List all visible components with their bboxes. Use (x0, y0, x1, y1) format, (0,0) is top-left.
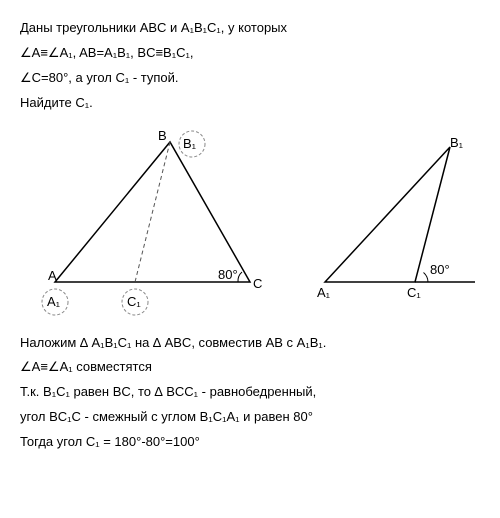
vertex-c1: C₁ (127, 294, 141, 309)
solution-line-2: ∠A≡∠A₁ совместятся (20, 359, 480, 376)
solution-line-1: Наложим ∆ A₁B₁C₁ на ∆ ABC, совместив AB … (20, 335, 480, 352)
solution-line-4: угол BC₁C - смежный с углом B₁C₁A₁ и рав… (20, 409, 480, 426)
angle-c1-label: 80° (430, 262, 450, 277)
solution-line-3: Т.к. B₁C₁ равен BC, то ∆ BCC₁ - равнобед… (20, 384, 480, 401)
geometry-diagram: 80° A B C A₁ B₁ C₁ 80° A₁ B₁ C₁ (20, 122, 480, 322)
solution-line-5: Тогда угол C₁ = 180°-80°=100° (20, 434, 480, 451)
problem-line-3: ∠C=80°, а угол C₁ - тупой. (20, 70, 480, 87)
vertex2-a1: A₁ (317, 285, 331, 300)
triangle-abc: 80° A B C A₁ B₁ C₁ (42, 128, 262, 315)
problem-line-4: Найдите C₁. (20, 95, 480, 112)
problem-line-2: ∠A≡∠A₁, AB=A₁B₁, BC≡B₁C₁, (20, 45, 480, 62)
vertex-b1: B₁ (183, 136, 197, 151)
diagrams-row: 80° A B C A₁ B₁ C₁ 80° A₁ B₁ C₁ (20, 122, 480, 325)
vertex-a: A (48, 268, 57, 283)
problem-line-1: Даны треугольники ABC и A₁B₁C₁, у которы… (20, 20, 480, 37)
angle-c-label: 80° (218, 267, 238, 282)
vertex-c: C (253, 276, 262, 291)
vertex2-b1: B₁ (450, 135, 464, 150)
triangle-a1b1c1: 80° A₁ B₁ C₁ (317, 135, 475, 300)
vertex-b: B (158, 128, 167, 143)
vertex-a1: A₁ (47, 294, 61, 309)
vertex2-c1: C₁ (407, 285, 421, 300)
